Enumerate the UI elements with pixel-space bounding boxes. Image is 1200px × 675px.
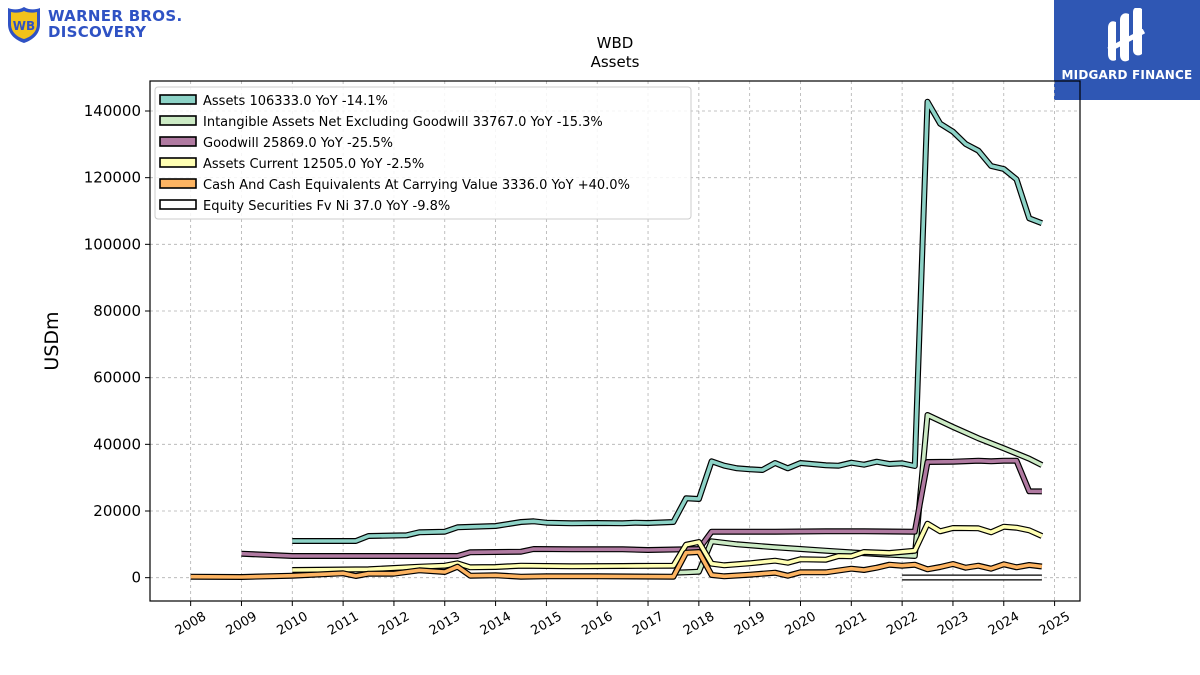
x-tick-label-2: 2010 [274,609,310,639]
legend-label-2: Goodwill 25869.0 YoY -25.5% [203,136,393,151]
y-tick-label-7: 140000 [84,102,141,120]
series-line-4 [190,550,1043,579]
legend-label-3: Assets Current 12505.0 YoY -2.5% [203,157,424,172]
wbd-shield-icon: WB [8,7,40,43]
x-tick-label-11: 2019 [732,609,768,639]
legend: Assets 106333.0 YoY -14.1% Intangible Ass… [154,86,692,220]
x-tick-label-4: 2012 [376,609,412,639]
x-tick-label-17: 2025 [1037,609,1073,639]
series-outline-1 [673,412,1044,576]
legend-swatch-5 [159,199,197,210]
legend-box [154,86,692,220]
wbd-wordmark-line1: WARNER BROS. [48,7,183,25]
y-tick-label-2: 40000 [93,435,141,453]
wbd-wordmark: WARNER BROS. DISCOVERY [48,8,182,40]
y-tick-label-6: 120000 [84,169,141,187]
x-tick-label-1: 2009 [224,609,260,639]
x-tick-label-14: 2022 [884,609,920,639]
legend-label-1: Intangible Assets Net Excluding Goodwill… [203,115,603,130]
x-tick-label-7: 2015 [529,609,565,639]
y-tick-label-5: 100000 [84,235,141,253]
x-tick-label-9: 2017 [630,609,666,639]
x-tick-label-5: 2013 [427,609,463,639]
legend-label-4: Cash And Cash Equivalents At Carrying Va… [203,178,630,193]
series-line-0 [292,99,1043,543]
legend-swatch-1 [159,115,197,126]
x-tick-label-8: 2016 [579,609,615,639]
plot-frame [149,80,1081,602]
legend-swatch-2 [159,136,197,147]
legend-swatch-3 [159,157,197,168]
series-lines [190,98,1044,581]
x-tick-label-0: 2008 [173,609,209,639]
y-tick-label-0: 0 [131,569,141,587]
midgard-finance-name: MIDGARD FINANCE [1061,68,1193,82]
x-tick-label-3: 2011 [325,609,361,639]
midgard-finance-logo: MIDGARD FINANCE [1054,0,1200,100]
series-line-2 [241,458,1042,558]
y-tick-label-1: 20000 [93,502,141,520]
y-tick-label-3: 60000 [93,369,141,387]
x-tick-label-16: 2024 [986,609,1022,639]
legend-label-5: Equity Securities Fv Ni 37.0 YoY -9.8% [203,199,450,214]
warner-bros-discovery-logo: WB WARNER BROS. DISCOVERY [6,6,196,46]
series-line-3 [292,521,1043,572]
chart-subtitle: Assets [591,53,640,71]
x-tick-label-13: 2021 [833,609,869,639]
legend-label-0: Assets 106333.0 YoY -14.1% [203,94,388,109]
legend-swatch-0 [159,94,197,105]
svg-text:WB: WB [13,19,35,33]
y-axis-label: USDm [41,311,63,370]
x-tick-label-15: 2023 [935,609,971,639]
legend-swatch-4 [159,178,197,189]
x-tick-label-6: 2014 [478,609,514,639]
y-tick-label-4: 80000 [93,302,141,320]
chart-title: WBD [597,34,634,52]
x-tick-label-10: 2018 [681,609,717,639]
wbd-wordmark-line2: DISCOVERY [48,23,147,41]
x-tick-label-12: 2020 [783,609,819,639]
midgard-mark-icon [1107,8,1146,62]
